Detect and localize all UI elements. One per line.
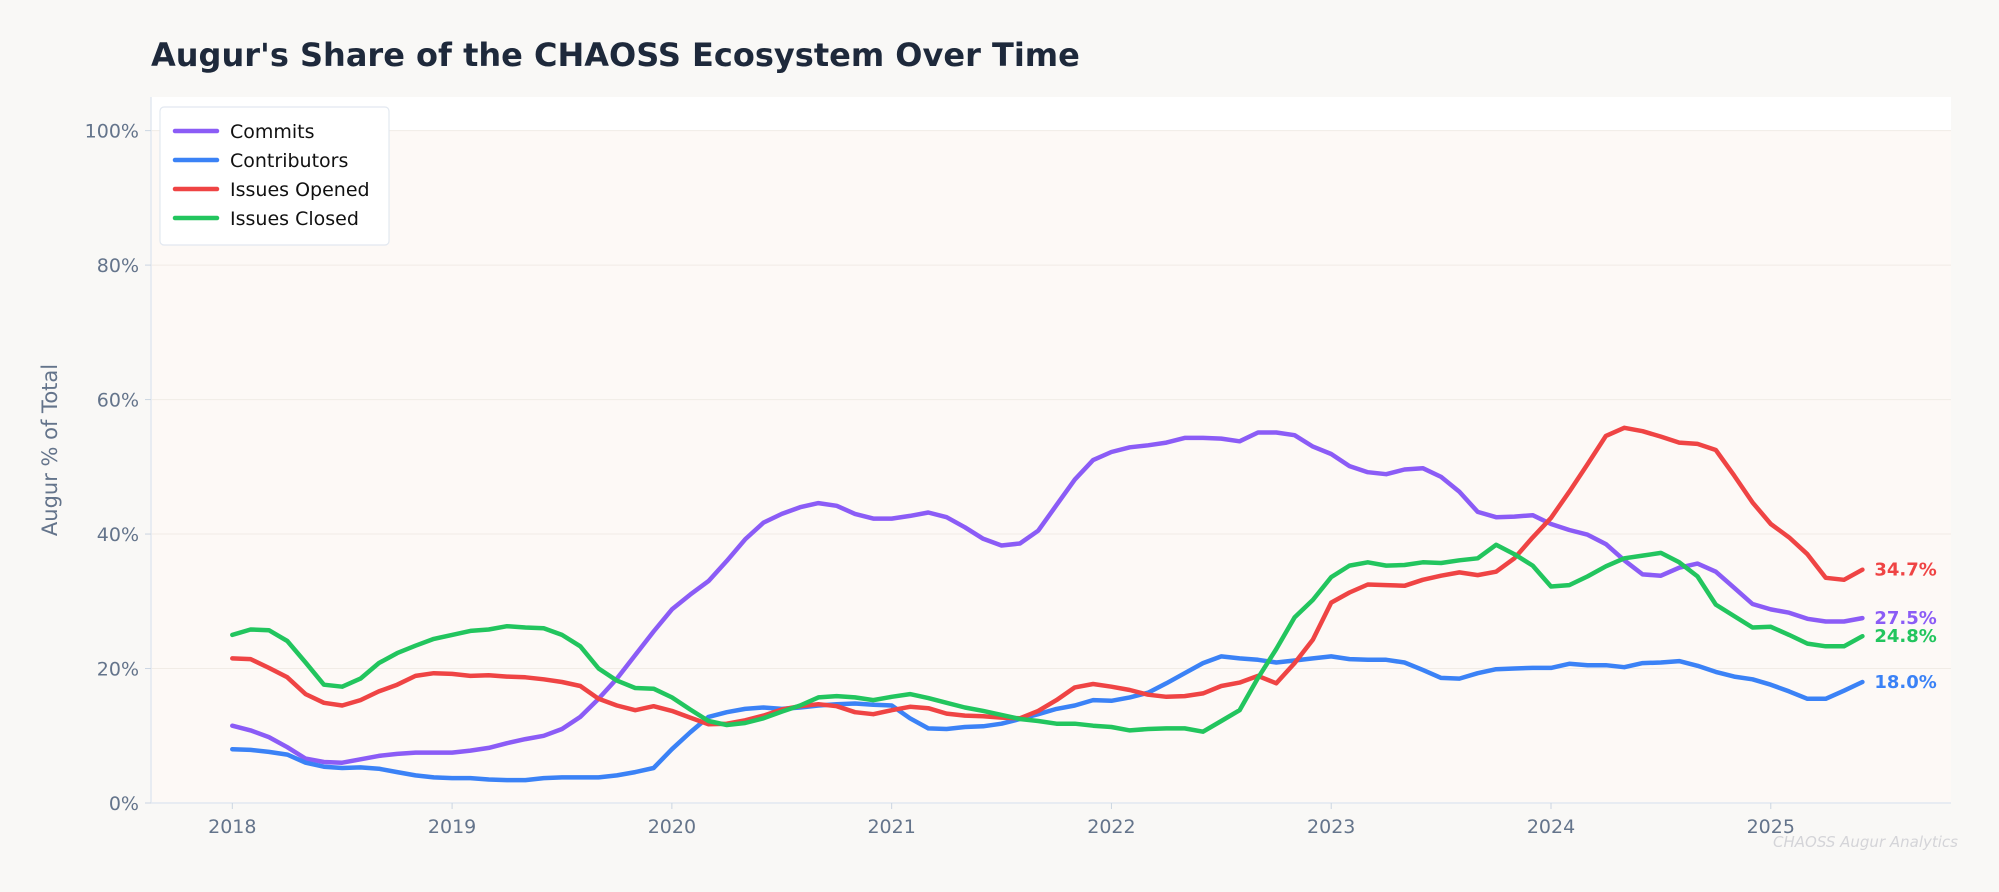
end-label-contributors: 18.0% [1874, 672, 1936, 693]
series-line-contributors [230, 654, 1865, 783]
x-tick-label: 2021 [867, 816, 915, 838]
legend-label-contributors: Contributors [230, 150, 348, 172]
x-tick-label: 2024 [1527, 816, 1575, 838]
y-axis-ticks: 0% 20% 40% 60% 80% 100% [85, 121, 151, 815]
y-tick-label: 0% [109, 793, 139, 815]
x-tick-label: 2023 [1307, 816, 1355, 838]
series-line-commits [230, 430, 1865, 765]
legend: Commits Contributors Issues Opened Issue… [159, 106, 390, 246]
x-axis-ticks: 2018 2019 2020 2021 2022 2023 2024 2025 [208, 803, 1795, 838]
x-tick-label: 2018 [208, 816, 256, 838]
y-tick-label: 80% [97, 255, 139, 277]
series-line-issues-opened [230, 425, 1865, 727]
series-layer [230, 425, 1865, 783]
y-tick-label: 40% [97, 524, 139, 546]
end-label-commits: 27.5% [1874, 608, 1936, 629]
x-tick-label: 2022 [1087, 816, 1135, 838]
legend-label-commits: Commits [230, 121, 315, 143]
series-line-issues-closed [230, 542, 1865, 734]
chart-title: Augur's Share of the CHAOSS Ecosystem Ov… [151, 36, 1080, 74]
y-tick-label: 20% [97, 659, 139, 681]
watermark: CHAOSS Augur Analytics [1773, 833, 1958, 851]
legend-box [159, 106, 390, 246]
x-tick-label: 2020 [648, 816, 696, 838]
legend-label-issues-closed: Issues Closed [230, 208, 359, 230]
end-label-issues-closed: 24.8% [1874, 626, 1936, 647]
end-label-issues-opened: 34.7% [1874, 560, 1936, 581]
plot-area [151, 131, 1951, 803]
plot-top-band [151, 97, 1951, 131]
legend-label-issues-opened: Issues Opened [230, 179, 370, 201]
y-tick-label: 60% [97, 390, 139, 412]
y-axis-label: Augur % of Total [38, 364, 62, 536]
end-labels: 27.5% 18.0% 34.7% 24.8% [1874, 560, 1936, 693]
x-tick-label: 2019 [428, 816, 476, 838]
x-tick-label: 2025 [1747, 816, 1795, 838]
y-tick-label: 100% [85, 121, 139, 143]
